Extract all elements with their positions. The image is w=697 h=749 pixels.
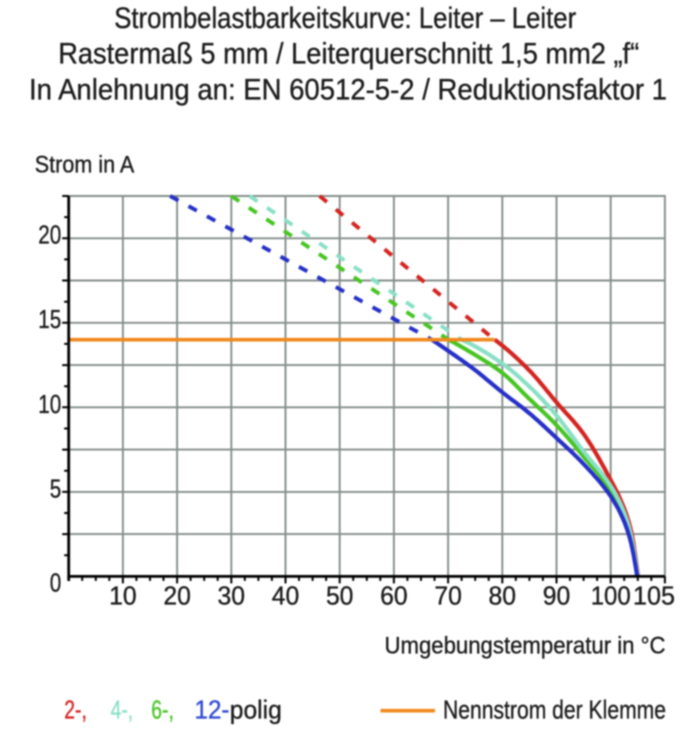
svg-text:70: 70 xyxy=(434,580,462,610)
svg-text:30: 30 xyxy=(218,580,246,610)
svg-text:2-,: 2-, xyxy=(64,695,87,725)
svg-text:Rastermaß 5 mm / Leiterquersch: Rastermaß 5 mm / Leiterquerschnitt 1,5 m… xyxy=(58,39,639,71)
svg-text:80: 80 xyxy=(489,580,517,610)
svg-text:20: 20 xyxy=(163,580,191,610)
svg-text:40: 40 xyxy=(272,580,300,610)
svg-text:Strombelastbarkeitskurve: Leit: Strombelastbarkeitskurve: Leiter – Leite… xyxy=(114,3,576,35)
svg-text:4-,: 4-, xyxy=(111,695,134,725)
svg-text:Strom in A: Strom in A xyxy=(35,152,135,179)
svg-text:105: 105 xyxy=(633,580,675,610)
svg-text:5: 5 xyxy=(50,474,62,504)
svg-text:Umgebungstemperatur in °C: Umgebungstemperatur in °C xyxy=(385,632,666,659)
svg-text:15: 15 xyxy=(38,304,61,334)
svg-text:12-: 12- xyxy=(195,695,230,725)
svg-text:100: 100 xyxy=(591,580,631,610)
svg-text:10: 10 xyxy=(109,580,137,610)
svg-text:90: 90 xyxy=(543,580,571,610)
svg-text:10: 10 xyxy=(38,389,61,419)
svg-text:polig: polig xyxy=(230,695,282,725)
svg-text:60: 60 xyxy=(380,580,408,610)
svg-text:In Anlehnung an: EN 60512-5-2: In Anlehnung an: EN 60512-5-2 / Reduktio… xyxy=(29,75,667,107)
svg-text:20: 20 xyxy=(38,220,61,250)
svg-text:6-,: 6-, xyxy=(151,695,174,725)
svg-text:0: 0 xyxy=(50,568,62,598)
svg-text:Nennstrom der Klemme: Nennstrom der Klemme xyxy=(443,695,666,725)
svg-text:50: 50 xyxy=(326,580,354,610)
